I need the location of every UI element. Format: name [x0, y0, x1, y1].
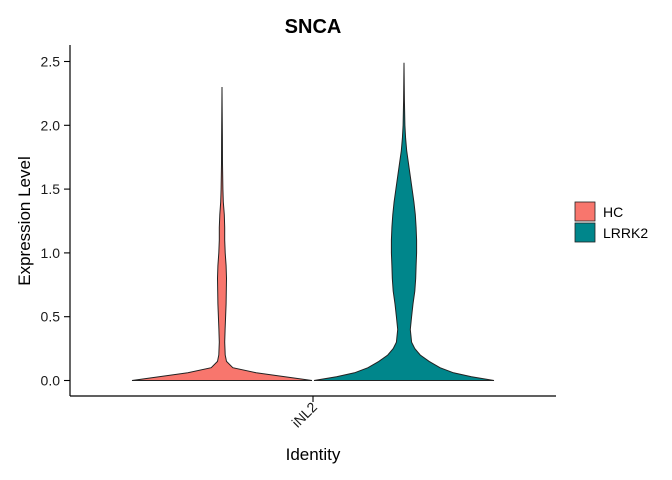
legend-key-lrrk2 [574, 222, 596, 243]
legend: HC LRRK2 [574, 201, 648, 243]
violin-lrrk2 [313, 62, 495, 381]
y-axis-title: Expression Level [15, 156, 34, 285]
y-tick-label: 2.5 [41, 54, 61, 70]
x-tick-label: iNL2 [288, 399, 320, 431]
y-axis-ticks: 0.0 0.5 1.0 1.5 2.0 2.5 [41, 54, 70, 389]
violin-group [131, 62, 495, 381]
y-tick-label: 1.0 [41, 245, 61, 261]
legend-label-hc: HC [603, 204, 623, 220]
chart-title: SNCA [285, 16, 342, 38]
y-tick-label: 0.0 [41, 373, 61, 389]
x-axis-ticks: iNL2 [288, 396, 320, 430]
y-tick-label: 2.0 [41, 117, 61, 133]
legend-label-lrrk2: LRRK2 [603, 225, 648, 241]
legend-key-hc [574, 201, 596, 222]
x-axis-title: Identity [286, 445, 341, 464]
violin-hc [131, 86, 313, 381]
y-tick-label: 1.5 [41, 181, 61, 197]
y-tick-label: 0.5 [41, 309, 61, 325]
